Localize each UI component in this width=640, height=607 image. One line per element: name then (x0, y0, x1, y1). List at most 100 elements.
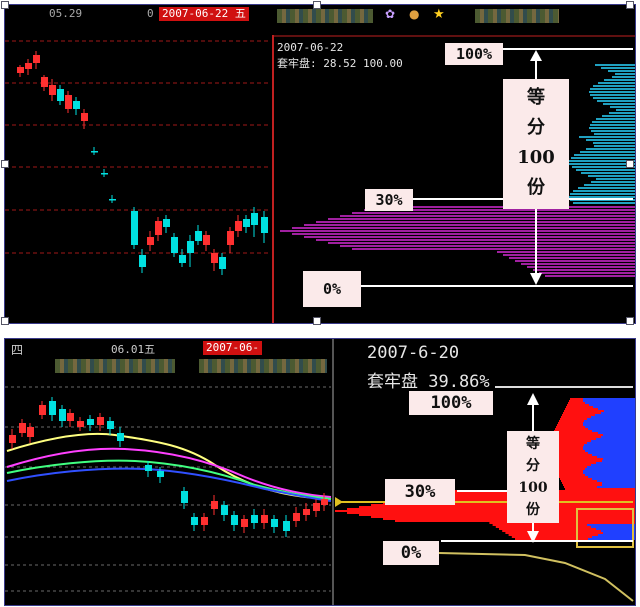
top-vertical-box: 等 分 100 份 (503, 79, 569, 209)
top-info-date: 2007-06-22 (277, 41, 344, 54)
bottom-profile-tail (438, 552, 634, 602)
resize-handle-tm[interactable] (313, 1, 321, 9)
bottom-header-date: 06.01五 (111, 343, 156, 356)
top-header-icon-1: ✿ (385, 7, 396, 21)
top-vbox-char-4: 份 (527, 177, 545, 198)
top-chart-panel: 05.29 0 2007-06-22 五 ✿ ● ★ 2007-06-22 套牢… (4, 4, 636, 324)
top-candle-4-body (41, 77, 48, 87)
bottom-ma-blue (6, 467, 332, 502)
top-blurred-stock-name (277, 9, 373, 23)
top-candle-5-body (49, 85, 56, 95)
bottom-candle-22-body (251, 515, 258, 523)
bottom-candle-10-body (97, 417, 104, 425)
top-header-icon-2: ● (409, 7, 420, 21)
top-candle-27-body (243, 219, 250, 227)
bottom-cost-box (576, 508, 634, 548)
bottom-candle-27-body (303, 509, 310, 515)
bottom-vbox-char-1: 等 (526, 436, 540, 452)
top-candle-21-body (195, 231, 202, 241)
bottom-ma-magenta (6, 447, 332, 498)
top-candle-24-body (219, 257, 226, 269)
top-label-30: 30% (365, 189, 413, 211)
top-vbox-char-1: 等 (527, 87, 545, 108)
bottom-candle-21-body (241, 519, 248, 527)
bottom-info-line: 套牢盘 39.86% (367, 372, 490, 392)
bottom-candle-13-body (145, 465, 152, 471)
bottom-candle-14-body (157, 471, 164, 477)
bottom-candle-28-body (313, 503, 320, 511)
top-candle-19-body (179, 255, 186, 263)
bottom-candle-6-body (59, 409, 66, 421)
bottom-candle-24-body (271, 519, 278, 527)
top-candle-22-body (203, 235, 210, 245)
top-candle-25-body (227, 231, 234, 245)
bottom-label-30: 30% (385, 479, 455, 505)
top-candle-1-body (17, 67, 24, 73)
top-candle-8-body (73, 101, 80, 109)
top-header-zero: 0 (147, 7, 154, 20)
resize-handle-br[interactable] (626, 317, 634, 325)
top-candle-26-body (235, 221, 242, 231)
bottom-candle-1-body (9, 435, 16, 443)
bottom-vbox-char-4: 份 (526, 502, 540, 518)
resize-handle-ml[interactable] (1, 160, 9, 168)
bottom-candle-25-body (283, 521, 290, 531)
top-label-100: 100% (445, 43, 503, 65)
top-candle-15-body (147, 237, 154, 245)
top-candle-12-body (109, 199, 116, 201)
resize-handle-tl[interactable] (1, 1, 9, 9)
bottom-date-box: 2007-06- (203, 341, 262, 355)
bottom-blurred-code (199, 359, 327, 373)
bottom-info-date: 2007-6-20 (367, 343, 460, 363)
top-date-box: 2007-06-22 五 (159, 7, 249, 21)
top-candle-23-body (211, 253, 218, 263)
bottom-candle-29-body (321, 499, 328, 505)
bottom-candle-18-body (211, 501, 218, 509)
bottom-candle-17-body (201, 517, 208, 525)
bottom-vbox-char-3: 100 (518, 480, 548, 496)
top-candle-18-body (171, 237, 178, 253)
resize-handle-bm[interactable] (313, 317, 321, 325)
top-blurred-code (475, 9, 559, 23)
bottom-candle-12-body (117, 433, 124, 441)
top-candle-16-body (155, 221, 162, 235)
top-vbox-char-2: 分 (527, 117, 545, 138)
top-candle-2-body (25, 63, 32, 69)
bottom-candle-4-body (39, 405, 46, 415)
bottom-candle-9-body (87, 419, 94, 425)
top-candle-14-body (139, 255, 146, 267)
bottom-blurred-stock-name (55, 359, 175, 373)
bottom-candle-5-body (49, 401, 56, 415)
top-header-icon-3: ★ (433, 7, 445, 22)
top-header-price: 05.29 (49, 7, 83, 20)
top-candle-20-body (187, 241, 194, 253)
bottom-arrow-up-head (527, 393, 539, 405)
top-candle-10-body (91, 151, 98, 153)
bottom-arrow-down-head (527, 531, 539, 543)
resize-handle-bl[interactable] (1, 317, 9, 325)
bottom-header-weekday: 四 (11, 343, 24, 357)
bottom-candle-26-body (293, 513, 300, 521)
bottom-candle-8-body (77, 421, 84, 427)
top-candle-29-body (261, 217, 268, 233)
top-arrow-up-head (530, 50, 542, 61)
resize-handle-tr[interactable] (626, 1, 634, 9)
top-candle-6-body (57, 89, 64, 101)
bottom-candle-15-body (181, 491, 188, 503)
bottom-candle-19-body (221, 505, 228, 515)
top-label-0: 0% (303, 271, 361, 307)
bottom-label-0: 0% (383, 541, 439, 565)
bottom-candle-11-body (107, 421, 114, 429)
bottom-vbox-char-2: 分 (526, 458, 540, 474)
top-vbox-char-3: 100 (517, 147, 555, 168)
bottom-candle-7-body (67, 413, 74, 421)
top-chart-canvas (5, 35, 635, 323)
bottom-candle-16-body (191, 517, 198, 525)
top-candle-17-body (163, 219, 170, 227)
bottom-chart-panel: 四 06.01五 2007-06- 2007-6-20 套牢盘 39.86% 1… (4, 338, 636, 606)
bottom-level-30-marker (335, 497, 343, 507)
resize-handle-mr[interactable] (626, 160, 634, 168)
bottom-candle-20-body (231, 515, 238, 525)
top-candle-13-body (131, 211, 138, 245)
bottom-candle-3-body (27, 427, 34, 437)
